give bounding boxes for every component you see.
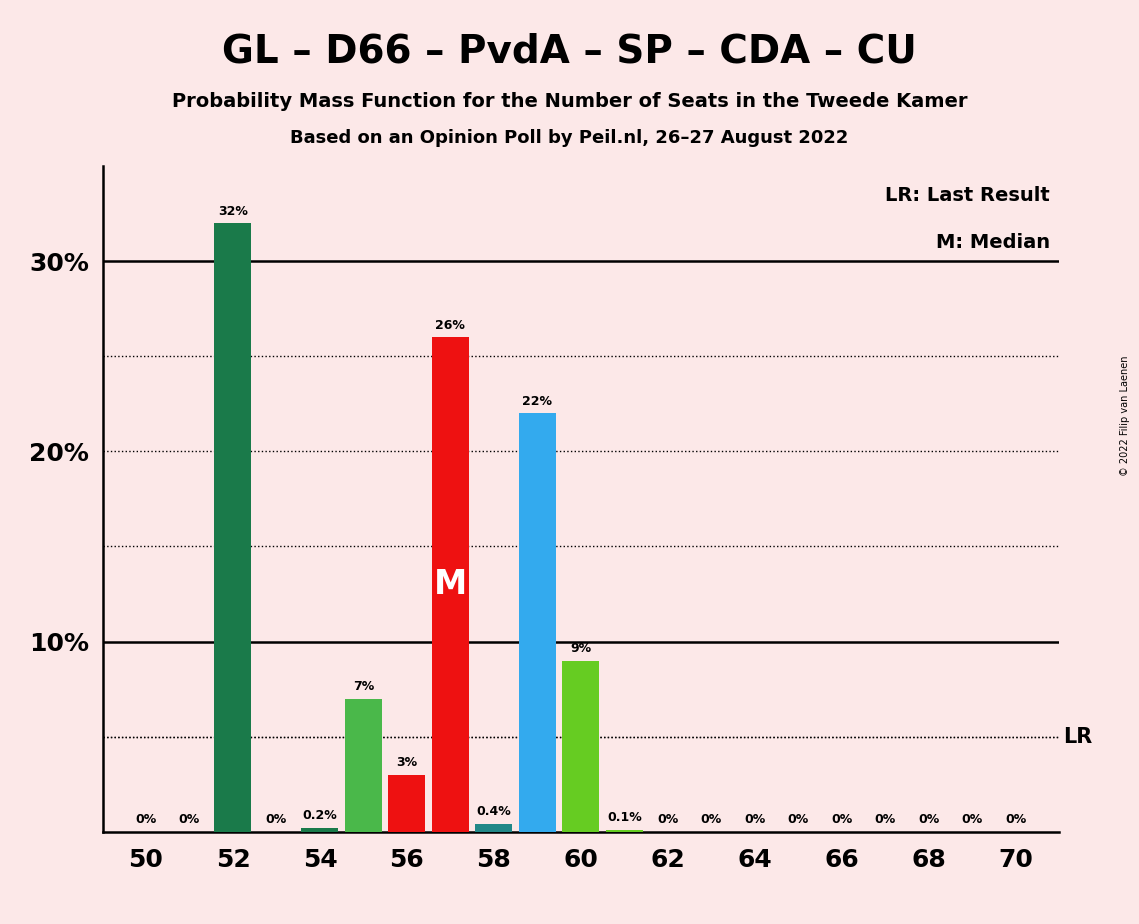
Text: 0%: 0% — [875, 813, 896, 826]
Text: 0%: 0% — [918, 813, 940, 826]
Text: 22%: 22% — [523, 395, 552, 407]
Text: 9%: 9% — [571, 642, 591, 655]
Text: 3%: 3% — [396, 756, 418, 769]
Text: GL – D66 – PvdA – SP – CDA – CU: GL – D66 – PvdA – SP – CDA – CU — [222, 32, 917, 70]
Bar — [345, 699, 382, 832]
Bar — [475, 824, 513, 832]
Text: Probability Mass Function for the Number of Seats in the Tweede Kamer: Probability Mass Function for the Number… — [172, 92, 967, 112]
Text: 0%: 0% — [744, 813, 765, 826]
Bar — [214, 224, 252, 832]
Text: 0%: 0% — [961, 813, 983, 826]
Text: 7%: 7% — [353, 680, 374, 693]
Bar — [388, 774, 426, 832]
Text: 0%: 0% — [657, 813, 679, 826]
Text: LR: LR — [1064, 726, 1092, 747]
Text: M: Median: M: Median — [935, 233, 1050, 252]
Text: Based on an Opinion Poll by Peil.nl, 26–27 August 2022: Based on an Opinion Poll by Peil.nl, 26–… — [290, 129, 849, 147]
Text: 0.4%: 0.4% — [476, 806, 511, 819]
Bar — [519, 413, 556, 832]
Bar — [563, 661, 599, 832]
Bar — [606, 830, 642, 832]
Text: 0.2%: 0.2% — [303, 809, 337, 822]
Text: 0.1%: 0.1% — [607, 811, 641, 824]
Text: 26%: 26% — [435, 319, 466, 332]
Text: 0%: 0% — [1005, 813, 1026, 826]
Text: 0%: 0% — [179, 813, 200, 826]
Text: © 2022 Filip van Laenen: © 2022 Filip van Laenen — [1120, 356, 1130, 476]
Bar — [302, 828, 338, 832]
Text: 0%: 0% — [831, 813, 852, 826]
Text: 0%: 0% — [136, 813, 157, 826]
Text: 0%: 0% — [788, 813, 809, 826]
Text: M: M — [434, 568, 467, 601]
Text: 0%: 0% — [265, 813, 287, 826]
Text: 32%: 32% — [218, 204, 248, 218]
Bar — [432, 337, 469, 832]
Text: LR: Last Result: LR: Last Result — [885, 187, 1050, 205]
Text: 0%: 0% — [700, 813, 722, 826]
